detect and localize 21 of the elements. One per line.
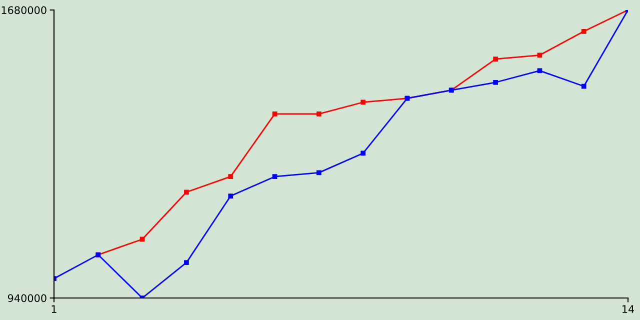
point [184,190,189,195]
point [360,150,366,156]
point [228,174,234,180]
point [493,56,498,62]
y-tick-label: 940000 [8,294,46,302]
point [184,260,189,266]
point [360,100,366,105]
point [228,194,234,198]
point [581,84,586,89]
point [316,111,322,116]
point [537,52,542,58]
point [537,68,542,74]
point [272,174,278,180]
point [316,170,322,176]
y-tick-label: 1680000 [2,6,46,14]
point [272,111,278,116]
point [140,236,145,242]
x-tick-label: 1 [52,305,56,313]
x-tick-label: 14 [622,305,634,313]
point [493,80,498,85]
point [581,28,586,34]
